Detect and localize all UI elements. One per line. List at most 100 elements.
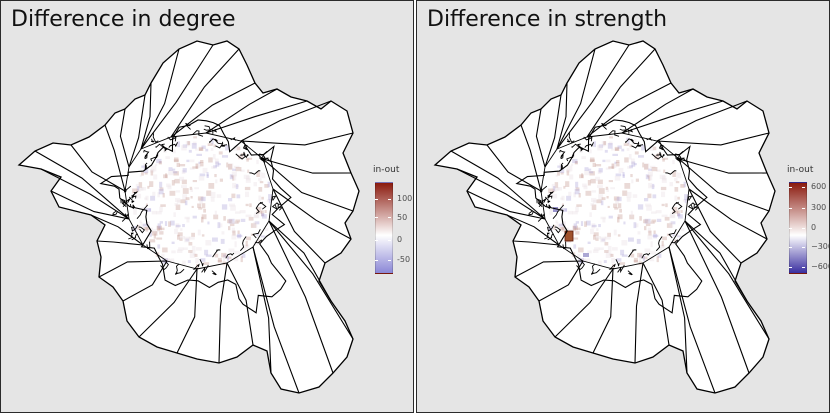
- area-unit: [198, 161, 201, 164]
- area-unit: [226, 162, 229, 168]
- area-unit: [635, 178, 639, 182]
- area-unit: [159, 161, 162, 164]
- area-unit: [593, 234, 596, 240]
- area-unit: [220, 238, 225, 244]
- boundary-line: [70, 144, 126, 192]
- area-unit: [592, 249, 599, 253]
- boundary-fragment: [537, 201, 543, 208]
- boundary-fragment: [121, 201, 127, 208]
- area-unit: [221, 252, 227, 258]
- area-unit: [160, 204, 166, 207]
- area-unit: [591, 224, 597, 228]
- area-unit: [598, 260, 602, 266]
- area-unit: [153, 174, 158, 180]
- area-unit: [229, 223, 235, 227]
- boundary-fragment: [552, 204, 564, 219]
- boundary-fragment: [687, 202, 695, 210]
- area-unit: [185, 141, 190, 147]
- area-unit: [210, 148, 214, 151]
- area-unit: [630, 253, 635, 258]
- area-unit: [569, 174, 574, 180]
- boundary-line: [240, 132, 354, 146]
- area-unit: [256, 206, 262, 212]
- area-unit: [232, 175, 235, 181]
- area-unit: [182, 224, 185, 228]
- area-unit: [173, 159, 179, 162]
- area-unit: [182, 168, 187, 173]
- area-unit: [173, 171, 179, 176]
- area-unit: [258, 178, 262, 182]
- area-unit: [568, 191, 572, 196]
- area-unit: [616, 258, 622, 262]
- area-unit: [654, 154, 660, 160]
- area-unit: [644, 218, 651, 224]
- area-unit: [648, 230, 652, 236]
- area-unit: [253, 214, 260, 219]
- area-unit: [201, 234, 205, 237]
- area-unit: [650, 221, 655, 224]
- area-unit: [556, 187, 562, 191]
- boundary-ring: [515, 119, 708, 314]
- area-unit: [632, 139, 637, 145]
- area-unit: [621, 254, 628, 257]
- area-unit: [232, 230, 236, 236]
- area-unit: [149, 232, 152, 237]
- area-unit: [210, 197, 215, 202]
- area-unit: [188, 242, 193, 246]
- area-unit: [613, 203, 618, 208]
- area-unit: [553, 193, 558, 199]
- area-unit: [191, 232, 195, 237]
- boundary-fragment: [540, 198, 547, 203]
- area-unit: [611, 163, 615, 169]
- area-unit: [680, 184, 685, 188]
- boundary-fragment: [544, 196, 551, 204]
- area-unit: [156, 225, 162, 230]
- area-unit: [248, 216, 254, 221]
- legend-tick-mark: [388, 217, 391, 218]
- area-unit: [622, 190, 628, 196]
- area-unit: [560, 197, 564, 200]
- area-unit: [141, 224, 148, 229]
- boundary-fragment: [671, 239, 679, 244]
- area-unit: [647, 193, 652, 199]
- area-unit: [239, 210, 246, 214]
- area-unit: [649, 145, 654, 151]
- area-unit: [181, 170, 186, 174]
- boundary-fragment: [629, 138, 640, 149]
- area-unit: [579, 174, 584, 179]
- area-unit: [584, 170, 590, 176]
- area-unit: [632, 194, 638, 198]
- area-unit: [634, 163, 637, 166]
- area-unit: [622, 172, 625, 177]
- area-unit: [213, 144, 216, 148]
- boundary-fragment: [192, 263, 200, 270]
- area-unit: [661, 214, 668, 218]
- area-unit: [268, 194, 273, 200]
- boundary-fragment: [528, 210, 534, 216]
- area-unit: [203, 208, 206, 213]
- area-unit: [152, 229, 157, 234]
- area-unit: [228, 248, 235, 253]
- boundary-fragment: [123, 185, 132, 193]
- area-unit: [172, 168, 176, 171]
- area-unit: [555, 220, 558, 224]
- area-unit: [565, 181, 570, 187]
- boundary-line: [535, 108, 546, 168]
- area-unit: [644, 198, 649, 202]
- area-unit: [194, 253, 198, 257]
- area-unit: [222, 256, 225, 262]
- area-unit: [565, 227, 570, 232]
- area-unit: [207, 143, 213, 146]
- area-unit: [176, 249, 183, 253]
- area-unit: [647, 234, 653, 240]
- boundary-line: [678, 158, 770, 212]
- boundary-fragment: [150, 154, 159, 162]
- area-unit: [608, 166, 614, 169]
- area-unit: [234, 221, 239, 224]
- boundary-line: [262, 158, 352, 174]
- area-unit: [573, 226, 576, 231]
- area-unit: [225, 144, 230, 151]
- area-unit: [219, 178, 223, 182]
- area-unit: [208, 157, 213, 163]
- area-unit: [184, 200, 188, 206]
